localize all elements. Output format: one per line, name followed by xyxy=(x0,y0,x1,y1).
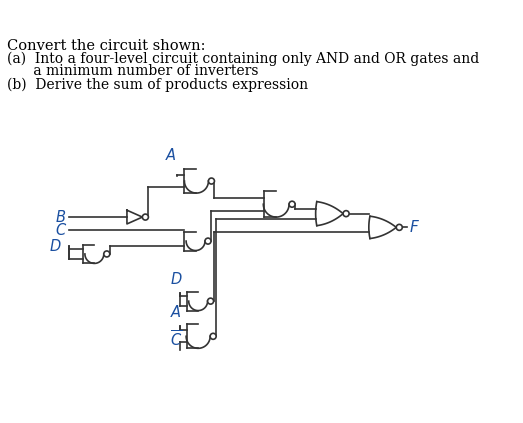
Circle shape xyxy=(208,298,213,304)
Circle shape xyxy=(396,224,402,231)
Text: $F$: $F$ xyxy=(409,220,420,235)
Circle shape xyxy=(104,251,110,257)
Circle shape xyxy=(343,211,349,217)
Circle shape xyxy=(210,333,216,339)
Circle shape xyxy=(289,201,295,207)
Text: $\overline{C}$: $\overline{C}$ xyxy=(170,330,182,350)
Text: (a)  Into a four-level circuit containing only AND and OR gates and: (a) Into a four-level circuit containing… xyxy=(7,52,479,66)
Circle shape xyxy=(209,178,214,184)
Text: a minimum number of inverters: a minimum number of inverters xyxy=(7,64,258,78)
Text: $A$: $A$ xyxy=(170,304,181,320)
Text: $A$: $A$ xyxy=(165,147,177,163)
Circle shape xyxy=(205,238,211,244)
Text: $C$: $C$ xyxy=(55,222,67,238)
Text: Convert the circuit shown:: Convert the circuit shown: xyxy=(7,38,206,52)
Circle shape xyxy=(142,214,149,220)
Text: $B$: $B$ xyxy=(55,209,66,225)
Text: (b)  Derive the sum of products expression: (b) Derive the sum of products expressio… xyxy=(7,77,308,92)
Text: $D$: $D$ xyxy=(169,272,182,287)
Text: $D$: $D$ xyxy=(49,238,61,254)
